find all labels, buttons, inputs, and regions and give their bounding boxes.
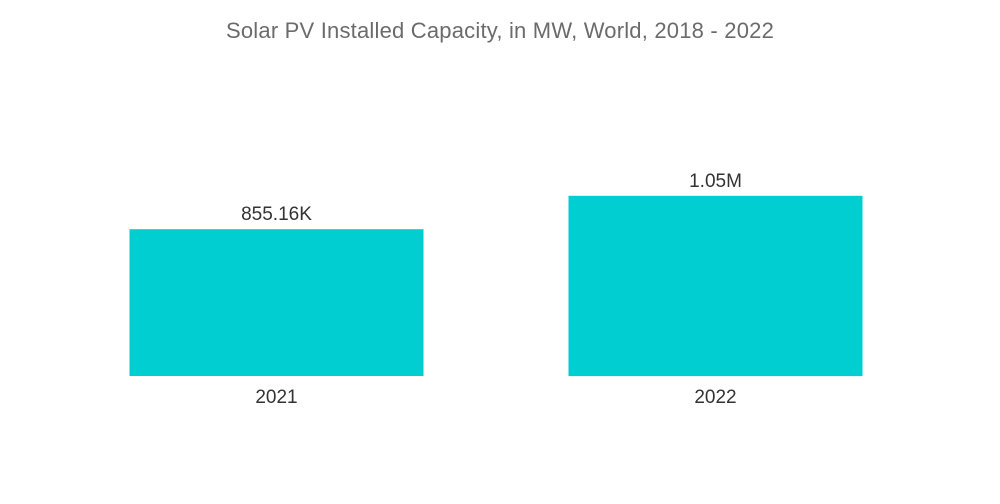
data-label-2022: 1.05M — [689, 171, 742, 192]
x-axis-ticks: 2021 2022 — [255, 387, 736, 408]
data-label-2021: 855.16K — [241, 204, 312, 225]
bars-layer — [129, 195, 863, 377]
bar-2021 — [129, 229, 424, 376]
x-tick-2022: 2022 — [694, 387, 736, 408]
chart-title: Solar PV Installed Capacity, in MW, Worl… — [225, 18, 775, 43]
bar-2022 — [568, 195, 863, 377]
x-tick-2021: 2021 — [255, 387, 297, 408]
data-labels-layer: 855.16K 1.05M — [241, 171, 742, 225]
